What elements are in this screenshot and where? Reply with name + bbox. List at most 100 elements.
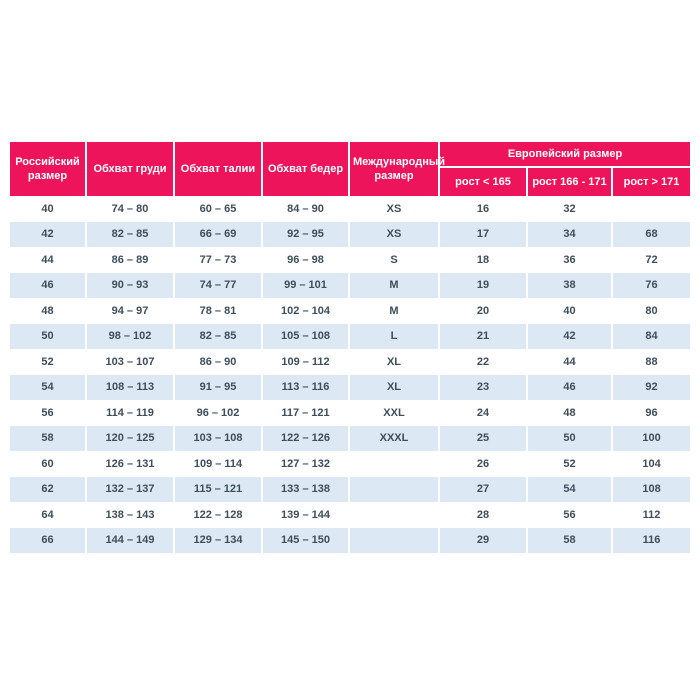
table-cell: 64 (10, 502, 87, 528)
table-row: 58 120 – 125 103 – 108 122 – 126 XXXL 25 50 100 (10, 425, 691, 451)
table-cell: 24 (440, 400, 528, 426)
table-header: Российский размер Обхват груди Обхват та… (10, 142, 691, 196)
table-cell: L (350, 323, 440, 349)
table-cell: 78 – 81 (175, 298, 263, 324)
table-cell: 102 – 104 (263, 298, 350, 324)
table-cell: 60 – 65 (175, 196, 263, 222)
table-row: 44 86 – 89 77 – 73 96 – 98 S 18 36 72 (10, 247, 691, 273)
header-height-166-171: рост 166 - 171 (528, 168, 613, 196)
table-cell: 138 – 143 (87, 502, 175, 528)
table-cell: 21 (440, 323, 528, 349)
table-row: 62 132 – 137 115 – 121 133 – 138 27 54 108 (10, 476, 691, 502)
table-cell: 38 (528, 272, 613, 298)
table-cell: 115 – 121 (175, 476, 263, 502)
table-cell: 29 (440, 527, 528, 553)
table-cell: 66 – 69 (175, 221, 263, 247)
table-cell: 74 – 77 (175, 272, 263, 298)
table-cell: 36 (528, 247, 613, 273)
table-cell: 96 (613, 400, 691, 426)
table-row: 48 94 – 97 78 – 81 102 – 104 M 20 40 80 (10, 298, 691, 324)
table-cell: 109 – 114 (175, 451, 263, 477)
header-hips: Обхват бедер (263, 142, 350, 196)
table-cell: 92 (613, 374, 691, 400)
table-cell: XXL (350, 400, 440, 426)
table-cell: 54 (528, 476, 613, 502)
table-cell: 42 (10, 221, 87, 247)
table-cell: 44 (10, 247, 87, 273)
table-cell: 16 (440, 196, 528, 222)
header-international-size: Международный размер (350, 142, 445, 196)
table-row: 52 103 – 107 86 – 90 109 – 112 XL 22 44 88 (10, 349, 691, 375)
table-cell: XS (350, 196, 440, 222)
table-cell: 108 (613, 476, 691, 502)
table-cell: 34 (528, 221, 613, 247)
table-cell: 44 (528, 349, 613, 375)
header-waist: Обхват талии (175, 142, 263, 196)
table-cell: 50 (528, 425, 613, 451)
table-cell: 98 – 102 (87, 323, 175, 349)
table-cell (350, 476, 440, 502)
table-cell: 108 – 113 (87, 374, 175, 400)
table-cell: 122 – 126 (263, 425, 350, 451)
table-cell: 27 (440, 476, 528, 502)
table-cell: 132 – 137 (87, 476, 175, 502)
table-cell: 126 – 131 (87, 451, 175, 477)
table-cell: 58 (528, 527, 613, 553)
table-cell: 92 – 95 (263, 221, 350, 247)
table-cell: 19 (440, 272, 528, 298)
table-cell: 113 – 116 (263, 374, 350, 400)
table-row: 40 74 – 80 60 – 65 84 – 90 XS 16 32 (10, 196, 691, 222)
table-cell: 17 (440, 221, 528, 247)
header-height-lt-165: рост < 165 (440, 168, 528, 196)
table-cell: 144 – 149 (87, 527, 175, 553)
table-cell: 68 (613, 221, 691, 247)
table-cell: XL (350, 349, 440, 375)
table-cell: 82 – 85 (87, 221, 175, 247)
table-cell: S (350, 247, 440, 273)
table-cell: XS (350, 221, 440, 247)
table-cell: M (350, 272, 440, 298)
table-row: 42 82 – 85 66 – 69 92 – 95 XS 17 34 68 (10, 221, 691, 247)
table-row: 50 98 – 102 82 – 85 105 – 108 L 21 42 84 (10, 323, 691, 349)
table-cell: 77 – 73 (175, 247, 263, 273)
table-cell: 46 (528, 374, 613, 400)
table-cell: 48 (10, 298, 87, 324)
table-cell: 56 (528, 502, 613, 528)
table-row: 56 114 – 119 96 – 102 117 – 121 XXL 24 48 96 (10, 400, 691, 426)
table-cell: 40 (10, 196, 87, 222)
table-cell (613, 196, 691, 222)
table-cell: 103 – 108 (175, 425, 263, 451)
table-cell: 100 (613, 425, 691, 451)
table-cell: 18 (440, 247, 528, 273)
table-row: 64 138 – 143 122 – 128 139 – 144 28 56 112 (10, 502, 691, 528)
table-cell: 22 (440, 349, 528, 375)
table-cell (350, 451, 440, 477)
table-cell: 56 (10, 400, 87, 426)
table-cell: 129 – 134 (175, 527, 263, 553)
table-cell: 99 – 101 (263, 272, 350, 298)
table-cell: 105 – 108 (263, 323, 350, 349)
table-cell: XL (350, 374, 440, 400)
header-chest: Обхват груди (87, 142, 175, 196)
table-cell: 117 – 121 (263, 400, 350, 426)
table-cell: 76 (613, 272, 691, 298)
table-cell: 58 (10, 425, 87, 451)
table-row: 60 126 – 131 109 – 114 127 – 132 26 52 104 (10, 451, 691, 477)
table-body: 40 74 – 80 60 – 65 84 – 90 XS 16 32 42 82 – 85 66… (10, 196, 691, 553)
table-cell: 48 (528, 400, 613, 426)
table-cell: 23 (440, 374, 528, 400)
header-european-size: Европейский размер (440, 142, 691, 168)
table-cell: 86 – 90 (175, 349, 263, 375)
table-cell: 52 (10, 349, 87, 375)
table-cell: 50 (10, 323, 87, 349)
table-cell: 133 – 138 (263, 476, 350, 502)
header-row-sub: рост < 165 рост 166 - 171 рост > 171 (10, 168, 691, 196)
table-cell: 74 – 80 (87, 196, 175, 222)
table-cell: 20 (440, 298, 528, 324)
header-height-gt-171: рост > 171 (613, 168, 691, 196)
table-cell: 109 – 112 (263, 349, 350, 375)
table-cell: 114 – 119 (87, 400, 175, 426)
table-cell: 52 (528, 451, 613, 477)
table-cell: 91 – 95 (175, 374, 263, 400)
